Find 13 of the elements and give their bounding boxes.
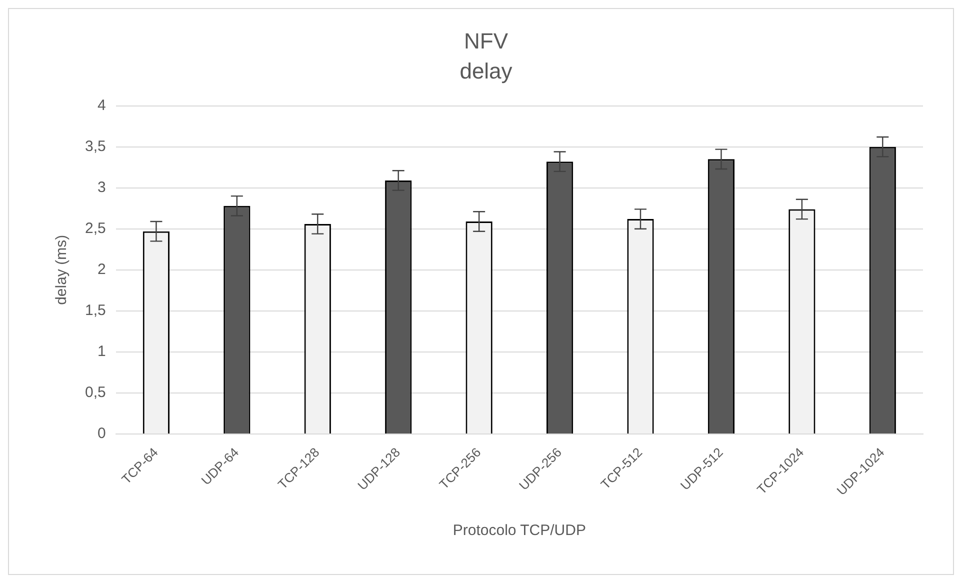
y-tick-label: 2,5	[84, 220, 106, 238]
y-tick-label: 1,5	[84, 302, 106, 320]
y-axis-title: delay (ms)	[53, 234, 70, 305]
y-tick-label: 3,5	[84, 138, 106, 155]
chart-subtitle: delay	[460, 58, 512, 84]
x-axis-title: Protocolo TCP/UDP	[452, 522, 586, 540]
y-tick-label: 0	[98, 425, 106, 442]
chart-title: NFV	[464, 28, 508, 54]
y-tick-label: 1	[98, 343, 106, 360]
y-tick-label: 3	[98, 179, 106, 196]
y-tick-label: 4	[98, 96, 106, 114]
y-tick-label: 2	[98, 261, 106, 278]
y-tick-label: 0,5	[84, 384, 106, 402]
